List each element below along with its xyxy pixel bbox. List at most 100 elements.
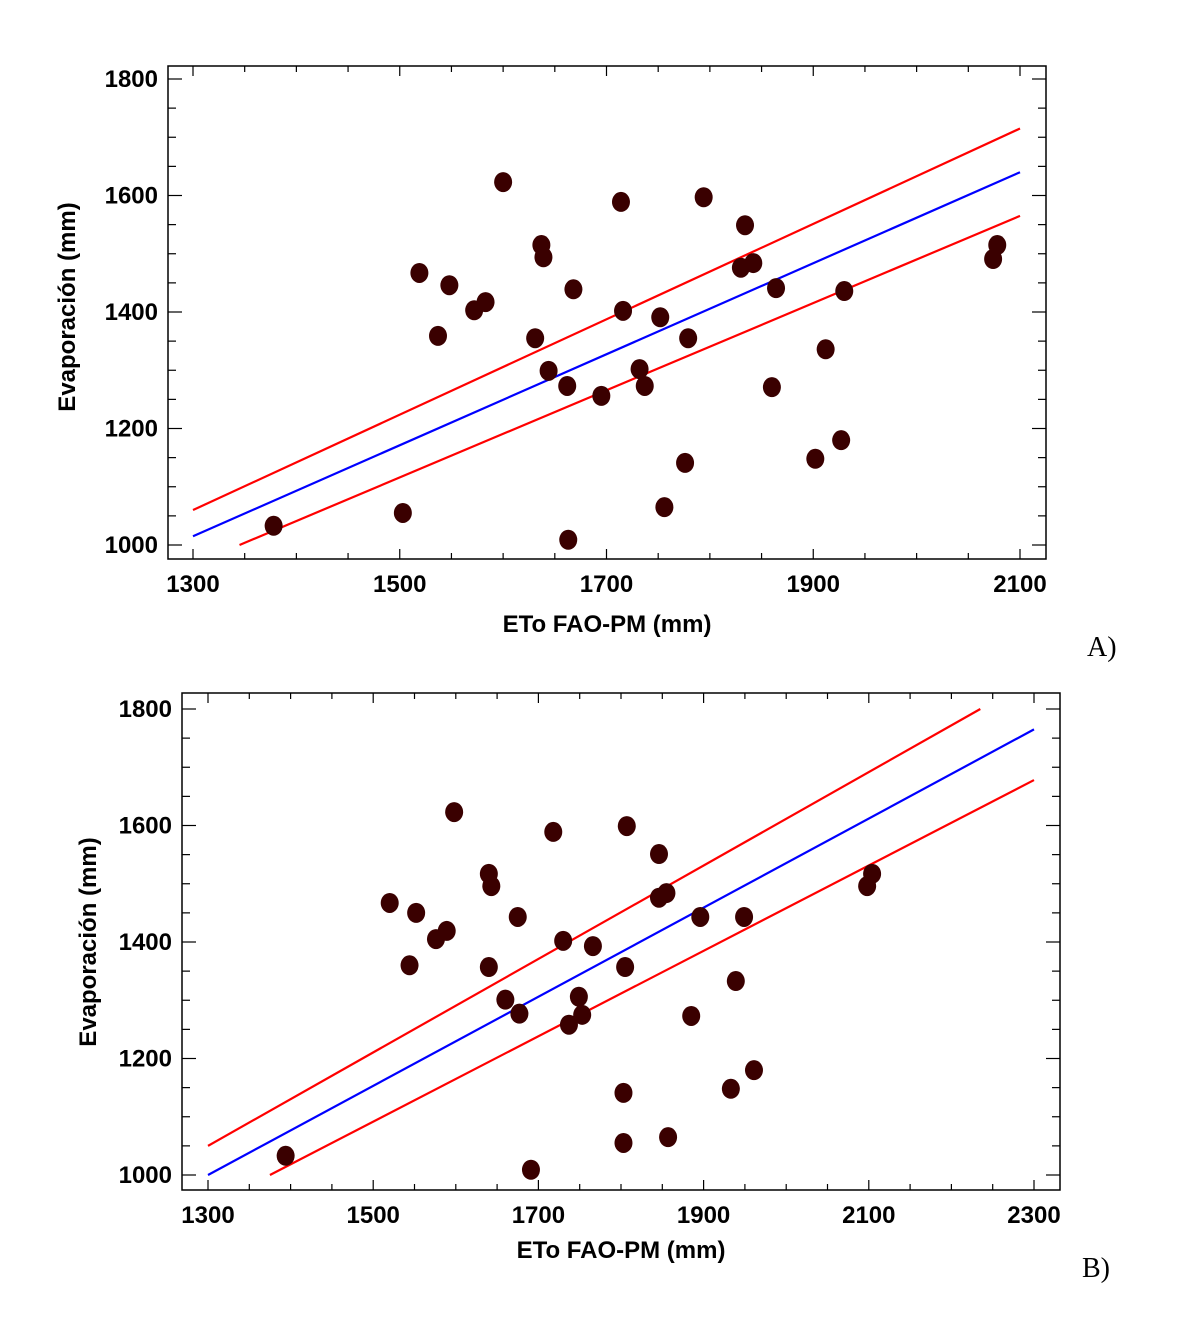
data-point	[726, 971, 745, 992]
data-point	[691, 906, 710, 927]
x-tick-label: 2300	[1007, 1202, 1060, 1229]
data-point	[564, 279, 583, 300]
data-point	[437, 920, 456, 941]
data-point	[544, 821, 563, 842]
data-point	[534, 247, 553, 268]
data-point	[440, 275, 459, 296]
x-tick-label: 2100	[842, 1202, 895, 1229]
data-point	[649, 844, 668, 865]
data-point	[510, 1003, 529, 1024]
data-point	[767, 278, 786, 299]
x-axis-title: ETo FAO-PM (mm)	[503, 611, 712, 638]
data-point	[559, 529, 578, 550]
data-point	[583, 936, 602, 957]
y-tick-label: 1800	[105, 66, 158, 93]
data-point	[762, 377, 781, 398]
data-point	[521, 1159, 540, 1180]
data-point	[657, 883, 676, 904]
data-point	[539, 360, 558, 381]
data-point	[735, 906, 754, 927]
y-tick-label: 1400	[105, 299, 158, 326]
x-axis-title: ETo FAO-PM (mm)	[517, 1237, 726, 1264]
x-tick-label: 1700	[512, 1202, 565, 1229]
panel-label-b: B)	[1082, 1253, 1110, 1284]
data-point	[428, 325, 447, 346]
data-point	[558, 375, 577, 396]
panel-label-a: A)	[1087, 632, 1117, 663]
x-tick-label: 2100	[993, 571, 1046, 598]
x-tick-label: 1300	[166, 571, 219, 598]
y-tick-label: 1200	[119, 1046, 172, 1073]
data-point	[659, 1127, 678, 1148]
upper-limit-line	[207, 708, 981, 1147]
data-point	[508, 906, 527, 927]
x-tick-label: 1900	[677, 1202, 730, 1229]
data-point	[614, 1082, 633, 1103]
data-point	[988, 235, 1007, 256]
plot-frame	[181, 692, 1061, 1191]
data-point	[526, 328, 545, 349]
data-point	[410, 262, 429, 283]
data-point	[744, 253, 763, 274]
data-point	[630, 359, 649, 380]
x-tick-label: 1500	[373, 571, 426, 598]
data-point	[616, 957, 635, 978]
data-point	[380, 892, 399, 913]
y-tick-label: 1800	[119, 696, 172, 723]
lower-limit-line	[239, 214, 1021, 547]
x-tick-label: 1900	[787, 571, 840, 598]
data-point	[744, 1060, 763, 1081]
y-tick-label: 1200	[105, 416, 158, 443]
data-point	[393, 502, 412, 523]
data-point	[407, 902, 426, 923]
data-point	[276, 1145, 295, 1166]
data-point	[614, 1132, 633, 1153]
data-point	[679, 328, 698, 349]
data-point	[476, 292, 495, 313]
data-point	[617, 816, 636, 837]
data-point	[655, 497, 674, 518]
y-axis-title: Evaporación (mm)	[75, 837, 102, 1046]
data-point	[482, 876, 501, 897]
data-point	[573, 1004, 592, 1025]
data-point	[494, 172, 513, 193]
y-tick-label: 1600	[119, 813, 172, 840]
data-point	[816, 339, 835, 360]
y-axis-title: Evaporación (mm)	[54, 202, 81, 411]
chart-a: 1300 1500 1700 1900 2100 1000 1200 1400 1600 1800…	[54, 65, 1047, 638]
data-point	[635, 375, 654, 396]
plot-frame	[167, 65, 1047, 560]
x-tick-label: 1500	[347, 1202, 400, 1229]
data-point	[736, 215, 755, 236]
data-point	[559, 1014, 578, 1035]
y-tick-label: 1000	[105, 532, 158, 559]
data-point	[806, 448, 825, 469]
data-point	[592, 385, 611, 406]
data-point	[445, 802, 464, 823]
data-point	[479, 957, 498, 978]
y-tick-label: 1400	[119, 929, 172, 956]
x-tick-label: 1700	[580, 571, 633, 598]
data-point	[721, 1078, 740, 1099]
y-tick-label: 1600	[105, 183, 158, 210]
data-point	[694, 187, 713, 208]
data-point	[676, 452, 695, 473]
data-point	[611, 191, 630, 212]
fit-line	[207, 728, 1035, 1176]
data-point	[264, 515, 283, 536]
data-point	[651, 307, 670, 328]
data-point	[496, 989, 515, 1010]
upper-limit-line	[192, 127, 1021, 512]
data-point	[835, 281, 854, 302]
data-point	[554, 930, 573, 951]
fit-line	[192, 171, 1021, 538]
lower-limit-line	[269, 779, 1035, 1176]
data-point	[400, 955, 419, 976]
data-point	[614, 300, 633, 321]
data-point	[569, 986, 588, 1007]
x-tick-label: 1300	[181, 1202, 234, 1229]
data-point	[863, 863, 882, 884]
data-point	[832, 430, 851, 451]
data-point	[682, 1005, 701, 1026]
